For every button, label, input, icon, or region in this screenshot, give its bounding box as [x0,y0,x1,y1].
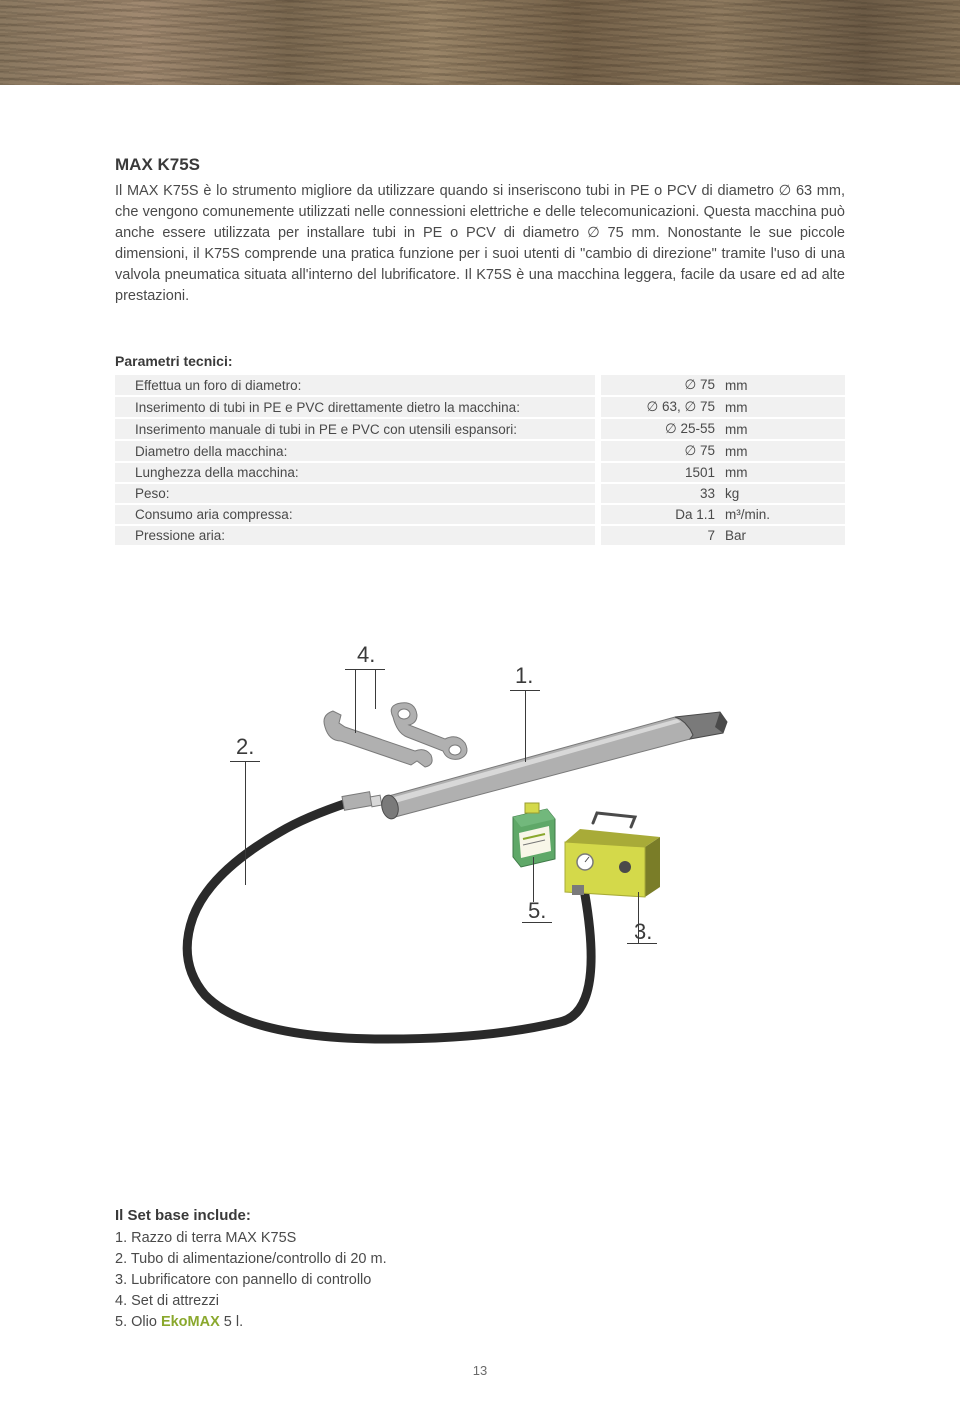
callout-3-lead [638,892,639,943]
table-row: Effettua un foro di diametro: ∅ 75mm [115,375,845,395]
table-row: Consumo aria compressa: Da 1.1m³/min. [115,505,845,524]
param-unit: mm [721,419,845,439]
product-description: Il MAX K75S è lo strumento migliore da u… [115,181,845,307]
set-list: 1. Razzo di terra MAX K75S2. Tubo di ali… [115,1228,845,1333]
list-item: 2. Tubo di alimentazione/controllo di 20… [115,1249,845,1270]
params-heading: Parametri tecnici: [115,353,845,369]
callout-5-lead [533,857,534,902]
callout-3-lead [627,943,657,944]
page-content: MAX K75S Il MAX K75S è lo strumento migl… [0,85,960,1408]
callout-1-lead [525,690,526,762]
list-item: 4. Set di attrezzi [115,1291,845,1312]
list-item: 3. Lubrificatore con pannello di control… [115,1270,845,1291]
list-item: 5. Olio EkoMAX 5 l. [115,1312,845,1333]
param-label: Pressione aria: [115,526,595,545]
param-unit: kg [721,484,845,503]
param-value: ∅ 75 [601,441,721,461]
param-value: Da 1.1 [601,505,721,524]
product-title: MAX K75S [115,155,845,175]
callout-4-lead [345,669,385,670]
product-diagram: 4. 1. 2. 5. 3. [115,607,845,1147]
header-rock-band [0,0,960,85]
param-value: 33 [601,484,721,503]
callout-4-lead [375,669,376,709]
param-unit: mm [721,463,845,482]
callout-4-lead [355,669,356,733]
param-value: ∅ 25-55 [601,419,721,439]
param-value: 1501 [601,463,721,482]
callout-1: 1. [515,663,533,689]
table-row: Pressione aria: 7Bar [115,526,845,545]
param-label: Inserimento manuale di tubi in PE e PVC … [115,419,595,439]
param-label: Diametro della macchina: [115,441,595,461]
param-label: Inserimento di tubi in PE e PVC direttam… [115,397,595,417]
table-row: Diametro della macchina: ∅ 75mm [115,441,845,461]
param-label: Consumo aria compressa: [115,505,595,524]
param-unit: mm [721,397,845,417]
param-unit: Bar [721,526,845,545]
table-row: Inserimento manuale di tubi in PE e PVC … [115,419,845,439]
param-label: Peso: [115,484,595,503]
param-value: ∅ 75 [601,375,721,395]
param-unit: mm [721,375,845,395]
table-row: Lunghezza della macchina: 1501mm [115,463,845,482]
table-row: Inserimento di tubi in PE e PVC direttam… [115,397,845,417]
param-unit: mm [721,441,845,461]
callout-3: 3. [634,919,652,945]
page-number: 13 [115,1363,845,1378]
callout-5: 5. [528,898,546,924]
callout-5-lead [522,922,552,923]
param-value: ∅ 63, ∅ 75 [601,397,721,417]
list-item: 1. Razzo di terra MAX K75S [115,1228,845,1249]
param-label: Lunghezza della macchina: [115,463,595,482]
param-unit: m³/min. [721,505,845,524]
param-value: 7 [601,526,721,545]
param-label: Effettua un foro di diametro: [115,375,595,395]
callout-2-lead [245,761,246,885]
table-row: Peso: 33kg [115,484,845,503]
set-heading: Il Set base include: [115,1207,845,1224]
callout-4: 4. [357,642,375,668]
callout-2: 2. [236,734,254,760]
params-table: Effettua un foro di diametro:∅ 75mmInser… [115,373,845,547]
